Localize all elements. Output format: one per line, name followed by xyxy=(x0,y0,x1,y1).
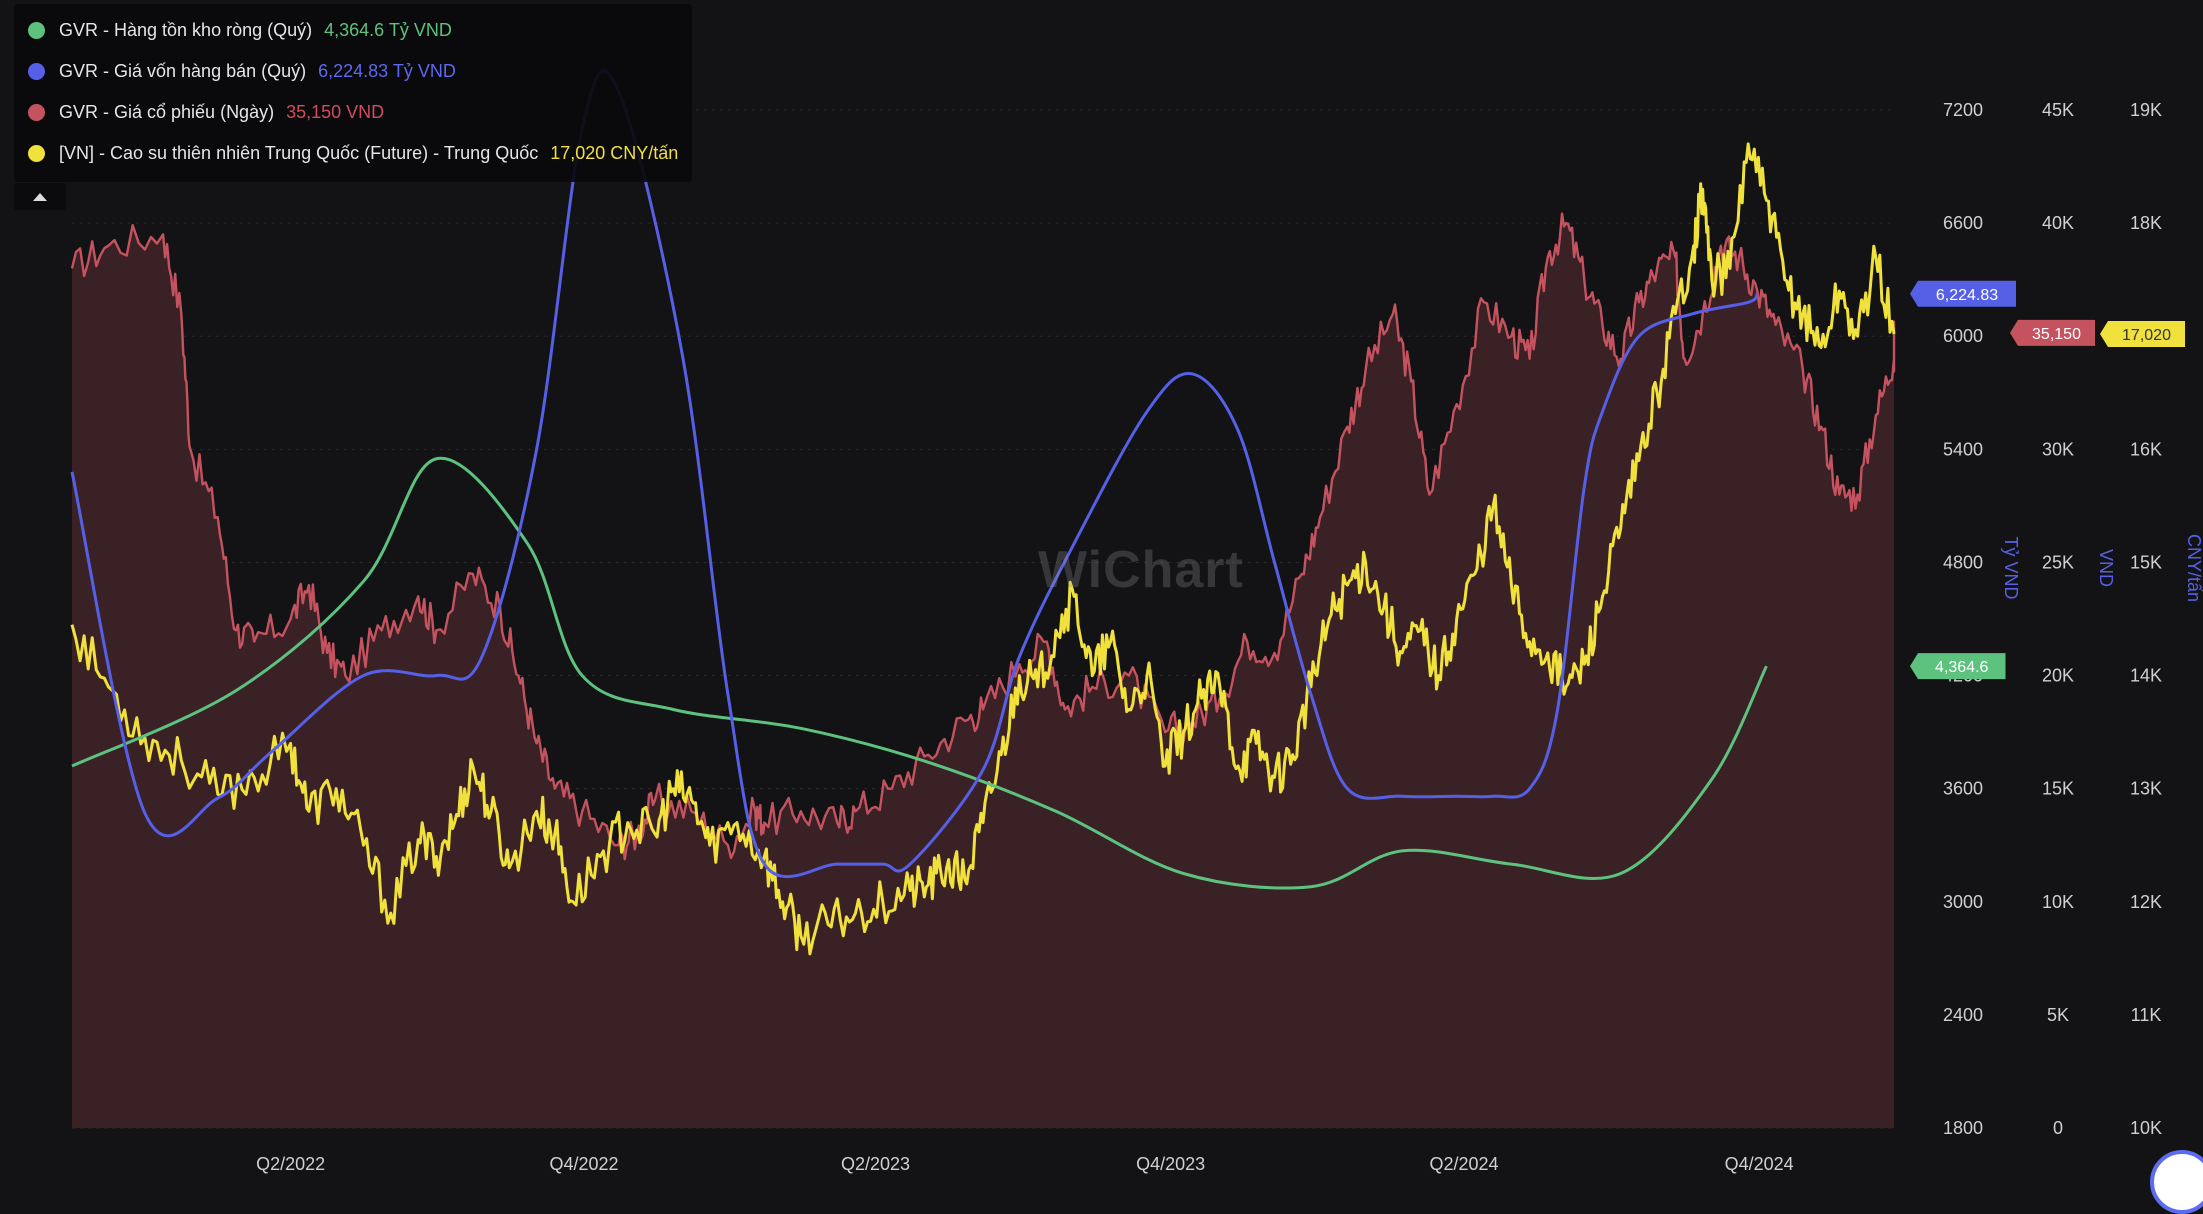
x-tick-label: Q4/2023 xyxy=(1136,1154,1205,1174)
y-axis-label-vnd: VND xyxy=(2096,549,2116,587)
x-tick-label: Q4/2024 xyxy=(1725,1154,1794,1174)
badge-text: 17,020 xyxy=(2122,327,2171,344)
y-tick-label-vnd: 25K xyxy=(2042,552,2074,572)
chat-widget-icon[interactable] xyxy=(2150,1150,2203,1214)
y-tick-label-vnd: 10K xyxy=(2042,892,2074,912)
series-layer xyxy=(70,69,1896,1129)
y-tick-label-ty_vnd: 3600 xyxy=(1943,779,1983,799)
y-tick-label-cny: 10K xyxy=(2130,1118,2162,1138)
caret-up-icon xyxy=(33,192,47,201)
legend-value: 4,364.6 Tỷ VND xyxy=(324,20,452,40)
y-tick-label-cny: 19K xyxy=(2130,100,2162,120)
series-line-cogs xyxy=(70,69,1759,879)
y-tick-label-cny: 18K xyxy=(2130,213,2162,233)
last-value-badge: 35,150 xyxy=(2010,319,2095,346)
legend-collapse-button[interactable] xyxy=(14,183,66,210)
x-tick-label: Q2/2023 xyxy=(841,1154,910,1174)
y-tick-label-cny: 16K xyxy=(2130,439,2162,459)
y-tick-label-ty_vnd: 6000 xyxy=(1943,326,1983,346)
y-tick-label-ty_vnd: 1800 xyxy=(1943,1118,1983,1138)
watermark-logo: WiChart xyxy=(1038,541,1244,599)
legend-item-cogs[interactable]: GVR - Giá vốn hàng bán (Quý) 6,224.83 Tỷ… xyxy=(28,51,678,92)
legend-dot-icon xyxy=(28,63,45,80)
legend-item-stock-price[interactable]: GVR - Giá cổ phiếu (Ngày) 35,150 VND xyxy=(28,92,678,133)
y-tick-label-vnd: 5K xyxy=(2047,1005,2069,1025)
badge-text: 6,224.83 xyxy=(1936,287,1998,304)
badge-shape xyxy=(2010,319,2095,346)
y-tick-label-ty_vnd: 6600 xyxy=(1943,213,1983,233)
y-tick-label-vnd: 30K xyxy=(2042,439,2074,459)
x-tick-label: Q4/2022 xyxy=(549,1154,618,1174)
badge-shape xyxy=(1910,653,2006,680)
badge-shape xyxy=(2100,320,2185,347)
x-tick-label: Q2/2022 xyxy=(256,1154,325,1174)
last-value-badge: 6,224.83 xyxy=(1910,280,2016,307)
legend-label: [VN] - Cao su thiên nhiên Trung Quốc (Fu… xyxy=(59,143,539,163)
legend-value: 35,150 VND xyxy=(286,102,385,122)
legend-label: GVR - Giá vốn hàng bán (Quý) xyxy=(59,61,307,81)
y-tick-label-ty_vnd: 4800 xyxy=(1943,552,1983,572)
y-tick-label-cny: 14K xyxy=(2130,666,2162,686)
last-value-badge: 4,364.6 xyxy=(1910,653,2006,680)
y-tick-label-cny: 13K xyxy=(2130,779,2162,799)
badge-shape xyxy=(1910,280,2016,307)
y-tick-label-vnd: 40K xyxy=(2042,213,2074,233)
y-tick-label-cny: 12K xyxy=(2130,892,2162,912)
y-tick-label-vnd: 20K xyxy=(2042,666,2074,686)
y-tick-label-cny: 15K xyxy=(2130,552,2162,572)
legend-value: 6,224.83 Tỷ VND xyxy=(318,61,456,81)
legend-label: GVR - Giá cổ phiếu (Ngày) xyxy=(59,102,275,122)
legend-item-inventory[interactable]: GVR - Hàng tồn kho ròng (Quý) 4,364.6 Tỷ… xyxy=(28,10,678,51)
badge-text: 35,150 xyxy=(2032,326,2081,343)
y-tick-label-vnd: 15K xyxy=(2042,779,2074,799)
legend-item-rubber-future[interactable]: [VN] - Cao su thiên nhiên Trung Quốc (Fu… xyxy=(28,133,678,174)
legend-label: GVR - Hàng tồn kho ròng (Quý) xyxy=(59,20,313,40)
y-tick-label-ty_vnd: 7200 xyxy=(1943,100,1983,120)
legend-value: 17,020 CNY/tấn xyxy=(550,143,679,163)
legend: GVR - Hàng tồn kho ròng (Quý) 4,364.6 Tỷ… xyxy=(14,4,693,182)
y-tick-label-ty_vnd: 3000 xyxy=(1943,892,1983,912)
y-tick-label-ty_vnd: 2400 xyxy=(1943,1005,1983,1025)
legend-dot-icon xyxy=(28,145,45,162)
legend-dot-icon xyxy=(28,22,45,39)
x-tick-label: Q2/2024 xyxy=(1429,1154,1498,1174)
y-axis-label-ty_vnd: Tỷ VND xyxy=(2001,537,2021,600)
y-axis-label-cny: CNY/tấn xyxy=(2184,534,2203,602)
legend-dot-icon xyxy=(28,104,45,121)
y-tick-label-ty_vnd: 5400 xyxy=(1943,439,1983,459)
series-area-stock-price xyxy=(72,213,1894,1129)
axis-layer: 1800240030003600420048005400600066007200… xyxy=(256,100,2203,1174)
series-line-rubber-future xyxy=(70,142,1896,956)
y-tick-label-cny: 11K xyxy=(2131,1005,2162,1025)
series-line-inventory xyxy=(71,456,1768,890)
y-tick-label-vnd: 45K xyxy=(2042,100,2074,120)
last-value-badge: 17,020 xyxy=(2100,320,2185,347)
badge-text: 4,364.6 xyxy=(1935,659,1988,676)
y-tick-label-vnd: 0 xyxy=(2053,1118,2063,1138)
